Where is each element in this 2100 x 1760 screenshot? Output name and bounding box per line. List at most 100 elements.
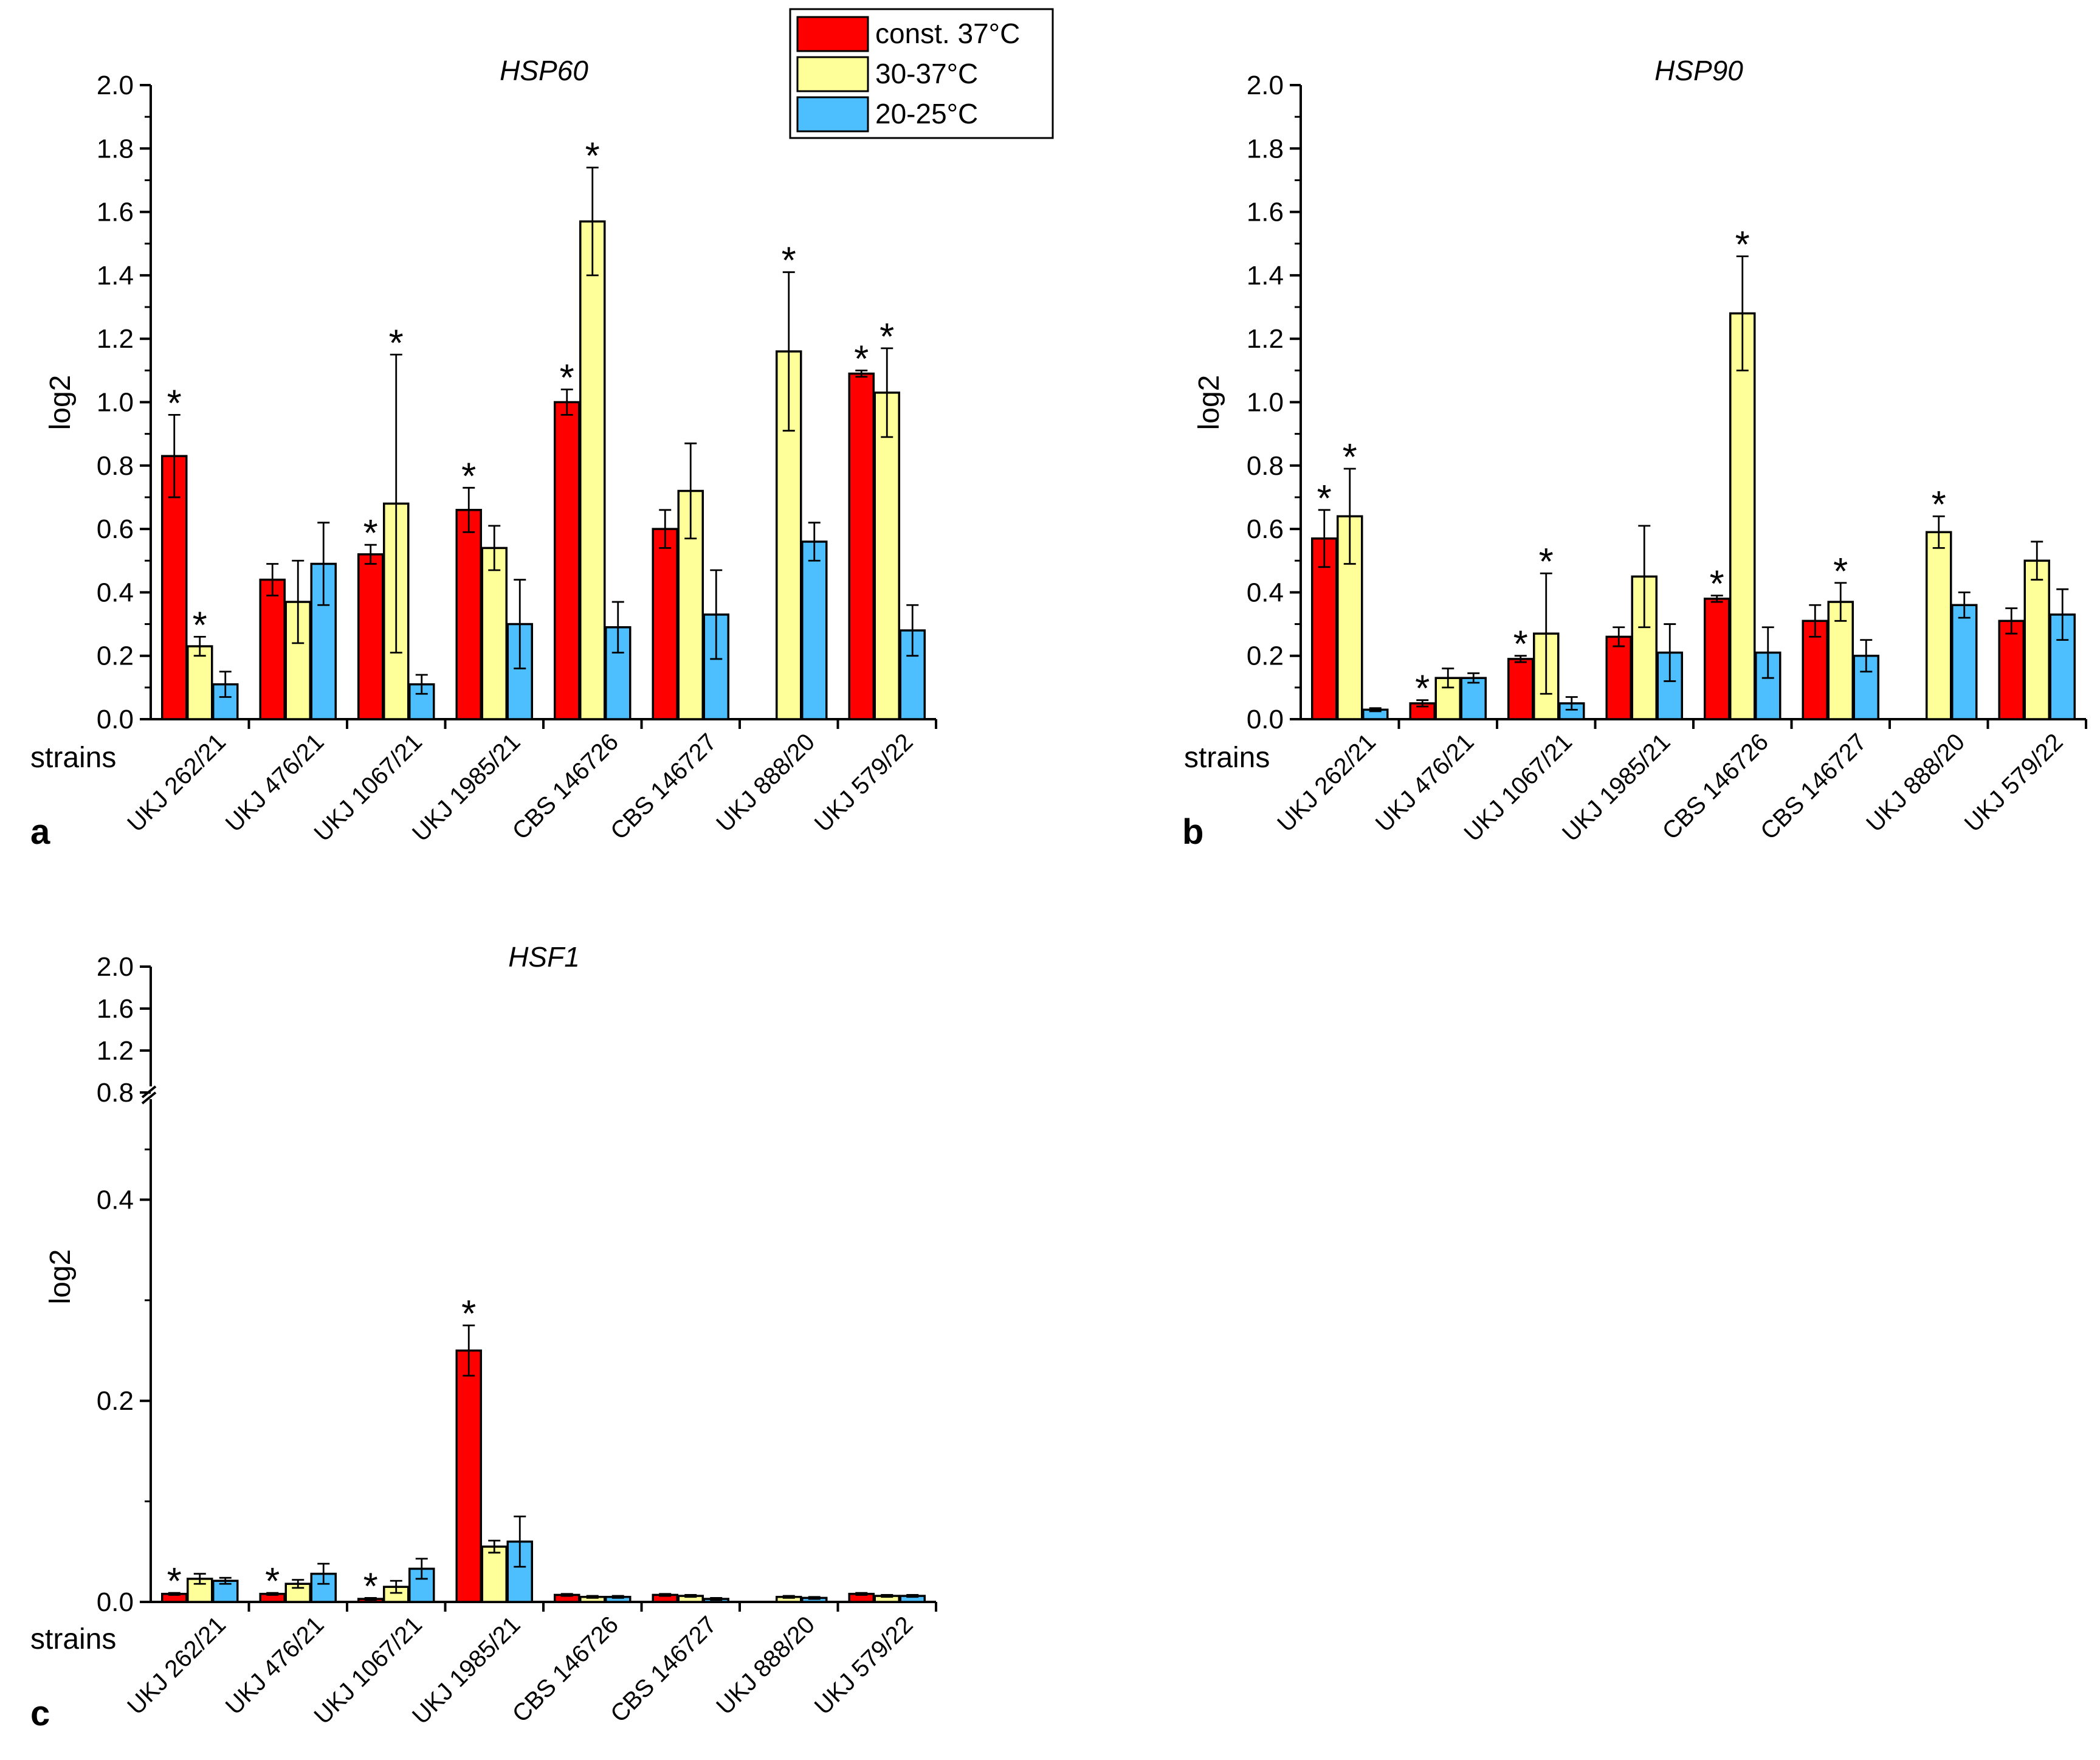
y-tick-label: 2.0 — [97, 71, 134, 100]
significance-star: * — [854, 338, 869, 380]
x-tick-label: UKJ 888/20 — [1861, 728, 1970, 837]
x-tick-label: UKJ 888/20 — [711, 1611, 820, 1720]
panel-letter: b — [1182, 812, 1203, 852]
x-tick-label: CBS 146727 — [605, 1611, 722, 1728]
y-tick-label: 0.2 — [97, 1386, 134, 1416]
chart-panel-a: HSP60 log2 strains a 0.0 0.2 0.4 0.6 0.8 1.0 1.2 1.… — [30, 55, 937, 852]
significance-star: * — [1513, 624, 1528, 666]
legend-label: const. 37°C — [875, 18, 1020, 49]
bar — [554, 401, 580, 720]
bar — [481, 1545, 508, 1603]
x-tick-label: UKJ 579/22 — [1960, 728, 2068, 837]
y-tick-label: 1.0 — [1247, 388, 1284, 418]
significance-star: * — [363, 1565, 378, 1607]
bar — [801, 540, 828, 720]
y-tick-label: 0.0 — [1247, 705, 1284, 734]
bar — [848, 372, 875, 720]
y-tick-label: 1.8 — [97, 134, 134, 164]
x-tick-label: UKJ 476/21 — [1371, 728, 1479, 837]
legend-swatch — [796, 16, 869, 52]
y-tick-label: 0.6 — [97, 514, 134, 544]
legend-swatch — [796, 96, 869, 133]
y-tick-label-upper: 1.2 — [97, 1036, 134, 1066]
significance-star: * — [1735, 224, 1750, 266]
y-tick-label: 0.0 — [97, 705, 134, 734]
significance-star: * — [1833, 551, 1848, 593]
x-tick-label: UKJ 579/22 — [810, 728, 918, 837]
significance-star: * — [560, 357, 574, 399]
significance-star: * — [461, 455, 476, 497]
x-tick-label: CBS 146727 — [605, 728, 722, 845]
bar — [579, 220, 606, 720]
y-tick-label: 1.6 — [97, 198, 134, 227]
y-tick-label: 1.2 — [97, 324, 134, 354]
bar — [1311, 537, 1338, 720]
y-tick-label: 0.6 — [1247, 514, 1284, 544]
significance-star: * — [265, 1561, 280, 1603]
y-tick-label: 0.8 — [97, 451, 134, 481]
x-tick-label: UKJ 262/21 — [1272, 728, 1381, 837]
legend-label: 30-37°C — [875, 58, 978, 89]
x-tick-label: CBS 146727 — [1755, 728, 1872, 845]
bar — [1507, 658, 1534, 720]
bar — [259, 578, 286, 720]
x-axis-label: strains — [30, 742, 116, 774]
y-tick-label: 1.4 — [97, 261, 134, 291]
bar — [1998, 619, 2025, 720]
x-tick-label: UKJ 579/22 — [810, 1611, 918, 1720]
x-tick-label: UKJ 888/20 — [711, 728, 820, 837]
y-tick-label-upper: 1.6 — [97, 994, 134, 1024]
chart-title: HSP90 — [1654, 55, 1743, 86]
y-tick-label: 1.0 — [97, 388, 134, 418]
y-tick-label-upper: 0.8 — [97, 1078, 134, 1108]
y-tick-label: 2.0 — [1247, 71, 1284, 100]
panel-letter: c — [30, 1694, 50, 1733]
bar — [1460, 677, 1487, 720]
y-axis-label: log2 — [1193, 375, 1225, 430]
x-tick-label: UKJ 476/21 — [221, 1611, 329, 1720]
bar — [1926, 531, 1952, 720]
y-tick-label: 1.8 — [1247, 134, 1284, 164]
bar — [408, 683, 435, 720]
bar — [2023, 559, 2050, 720]
y-tick-label-upper: 2.0 — [97, 952, 134, 982]
significance-star: * — [193, 604, 207, 646]
significance-star: * — [880, 316, 894, 358]
y-axis-label: log2 — [44, 1249, 77, 1305]
significance-star: * — [389, 322, 404, 364]
bar — [161, 455, 188, 720]
y-axis-label: log2 — [44, 375, 77, 430]
bar — [1605, 635, 1632, 720]
bar — [187, 645, 213, 720]
significance-star: * — [1343, 437, 1357, 478]
y-tick-label: 0.0 — [97, 1587, 134, 1617]
legend: const. 37°C 30-37°C 20-25°C — [789, 8, 1054, 139]
significance-star: * — [1415, 668, 1430, 710]
y-tick-label: 1.6 — [1247, 198, 1284, 227]
chart-panel-b: HSP90 log2 strains b 0.0 0.2 0.4 0.6 0.8 1.0 1.2 1.… — [1182, 55, 2087, 852]
chart-title: HSF1 — [508, 941, 580, 973]
bar — [455, 509, 482, 720]
y-tick-label: 0.4 — [97, 1185, 134, 1215]
y-tick-label: 0.4 — [1247, 578, 1284, 607]
y-tick-label: 0.2 — [97, 641, 134, 671]
y-tick-label: 1.4 — [1247, 261, 1284, 291]
significance-star: * — [585, 136, 600, 178]
y-tick-label: 0.8 — [1247, 451, 1284, 481]
bar — [357, 553, 384, 720]
x-tick-label: UKJ 262/21 — [122, 728, 231, 837]
significance-star: * — [167, 1561, 182, 1603]
panel-letter: a — [30, 812, 50, 852]
significance-star: * — [363, 512, 378, 554]
significance-star: * — [1710, 564, 1724, 606]
x-tick-label: UKJ 262/21 — [122, 1611, 231, 1720]
bar — [873, 392, 900, 720]
y-tick-label: 0.2 — [1247, 641, 1284, 671]
x-tick-label: UKJ 476/21 — [221, 728, 329, 837]
bar — [455, 1349, 482, 1603]
x-axis-label: strains — [1184, 742, 1270, 774]
significance-star: * — [1317, 478, 1332, 520]
significance-star: * — [167, 382, 182, 424]
axis-break-mark — [141, 1091, 157, 1105]
